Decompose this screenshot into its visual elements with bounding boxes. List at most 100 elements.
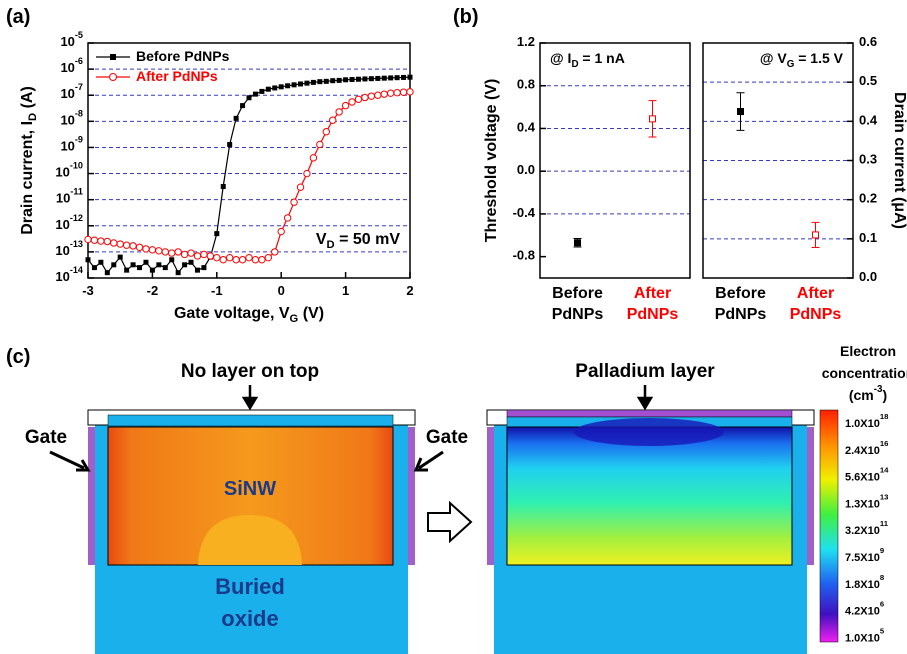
gate xyxy=(408,427,415,565)
y-axis-label: Drain current (μA) xyxy=(891,92,907,229)
marker xyxy=(574,239,581,247)
x-tick-label: -2 xyxy=(147,283,159,298)
marker xyxy=(238,256,247,264)
arrow xyxy=(636,385,654,411)
y-tick-label: 10-6​ xyxy=(60,57,83,76)
marker xyxy=(111,262,117,268)
marker xyxy=(143,259,149,265)
marker xyxy=(304,80,310,86)
y-tick-label: -0.4 xyxy=(513,205,536,220)
x-tick-label: -1 xyxy=(211,283,223,298)
x-tick-label: Before PdNPs xyxy=(715,285,767,323)
marker xyxy=(182,262,188,268)
device-right: Palladium layer xyxy=(486,361,815,654)
transition-arrow xyxy=(427,500,473,544)
y-axis-label: Drain current, ID (A) xyxy=(19,86,39,235)
colorbar-label: 3.2X1011​ xyxy=(845,519,889,537)
marker xyxy=(368,76,374,82)
legend-label: After PdNPs xyxy=(136,68,218,84)
marker xyxy=(386,89,395,97)
colorbar-label: 1.3X1013​ xyxy=(845,492,888,510)
marker xyxy=(246,95,252,101)
marker xyxy=(375,75,381,81)
marker xyxy=(219,256,227,264)
marker xyxy=(91,265,97,271)
y-tick-label: -0.8 xyxy=(513,248,535,263)
marker xyxy=(381,75,387,81)
marker xyxy=(323,78,329,84)
marker xyxy=(812,231,819,239)
gate-label: Gate xyxy=(25,427,67,448)
marker xyxy=(317,79,323,85)
x-tick-label: 2 xyxy=(406,283,413,298)
annotation: VD = 50 mV xyxy=(316,231,400,251)
y-tick-label: 0.4 xyxy=(517,120,536,135)
x-tick-label: -3 xyxy=(82,283,94,298)
marker xyxy=(291,82,297,88)
y-tick-label: 0.1 xyxy=(859,230,877,245)
marker xyxy=(348,98,356,106)
colorbar xyxy=(819,409,839,643)
marker xyxy=(168,249,176,257)
marker xyxy=(271,248,279,256)
marker xyxy=(161,248,169,256)
marker xyxy=(245,253,253,262)
gate-label: Gate xyxy=(426,427,468,448)
y-tick-label: 10-7​ xyxy=(60,83,83,102)
marker xyxy=(156,262,162,268)
marker xyxy=(737,108,744,116)
gate xyxy=(88,427,95,565)
marker xyxy=(298,81,304,87)
y-tick-label: 0.0 xyxy=(859,269,877,284)
colorbar-title: Electron xyxy=(840,343,896,359)
legend-marker xyxy=(109,73,117,81)
marker xyxy=(193,252,202,260)
marker xyxy=(355,76,361,82)
marker xyxy=(310,79,316,85)
marker xyxy=(335,108,343,116)
marker xyxy=(227,141,233,147)
marker xyxy=(148,246,157,254)
marker xyxy=(388,75,394,81)
device-left: SiNW Buried oxide No layer on top Gate G… xyxy=(25,361,468,654)
x-tick-label: Before PdNPs xyxy=(552,285,604,323)
colorbar-label: 5.6X1014​ xyxy=(845,466,889,484)
panel-label: (c) xyxy=(6,346,30,368)
caption: Palladium layer xyxy=(575,361,715,382)
marker xyxy=(341,101,350,110)
y-tick-label: 0.0 xyxy=(517,163,535,178)
marker xyxy=(264,253,273,262)
marker xyxy=(407,74,413,80)
marker xyxy=(240,103,246,109)
marker xyxy=(213,253,221,262)
arrow xyxy=(241,385,259,411)
plot-frame xyxy=(87,42,411,279)
marker xyxy=(258,256,266,264)
marker xyxy=(252,91,258,97)
marker xyxy=(225,253,234,262)
panel-label: (a) xyxy=(6,6,30,28)
y-tick-label: 10-5​ xyxy=(60,30,83,49)
colorbar-label: 2.4X1016​ xyxy=(845,439,888,457)
marker xyxy=(169,257,175,263)
marker xyxy=(322,128,330,136)
plot-frame xyxy=(702,42,854,279)
y-axis-label: Threshold voltage (V) xyxy=(483,79,500,243)
marker xyxy=(220,183,226,189)
plot-frame xyxy=(539,42,691,279)
marker xyxy=(214,231,220,237)
marker xyxy=(129,242,137,250)
marker xyxy=(316,140,324,149)
arrow xyxy=(413,450,444,472)
marker xyxy=(367,92,376,100)
marker xyxy=(290,198,298,206)
colorbar-label: 7.5X109​ xyxy=(845,546,884,564)
marker xyxy=(233,115,239,121)
marker xyxy=(130,262,136,268)
marker xyxy=(84,235,92,244)
marker xyxy=(188,259,194,265)
marker xyxy=(149,267,155,273)
marker xyxy=(401,74,407,80)
